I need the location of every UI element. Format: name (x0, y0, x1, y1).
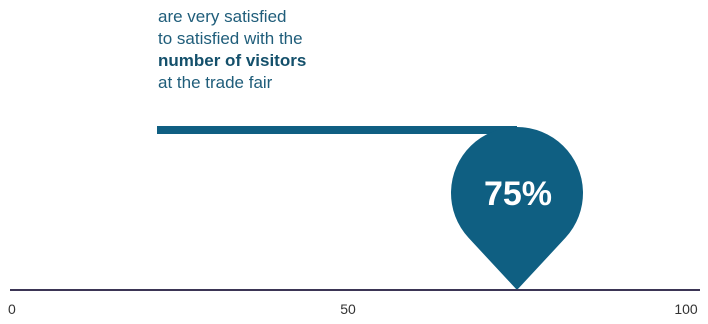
caption-line-1: are very satisfied (158, 7, 287, 26)
axis-tick-label-0: 0 (8, 301, 16, 317)
value-pin-marker (451, 126, 583, 290)
caption-line-4: at the trade fair (158, 73, 273, 92)
axis-tick-label-50: 50 (340, 301, 356, 317)
value-label: 75% (484, 175, 552, 213)
caption-line-2: to satisfied with the (158, 29, 303, 48)
caption-line-3-bold: number of visitors (158, 51, 307, 70)
axis-tick-label-100: 100 (674, 301, 698, 317)
caption: are very satisfied to satisfied with the… (158, 6, 306, 94)
value-bar (157, 126, 517, 134)
